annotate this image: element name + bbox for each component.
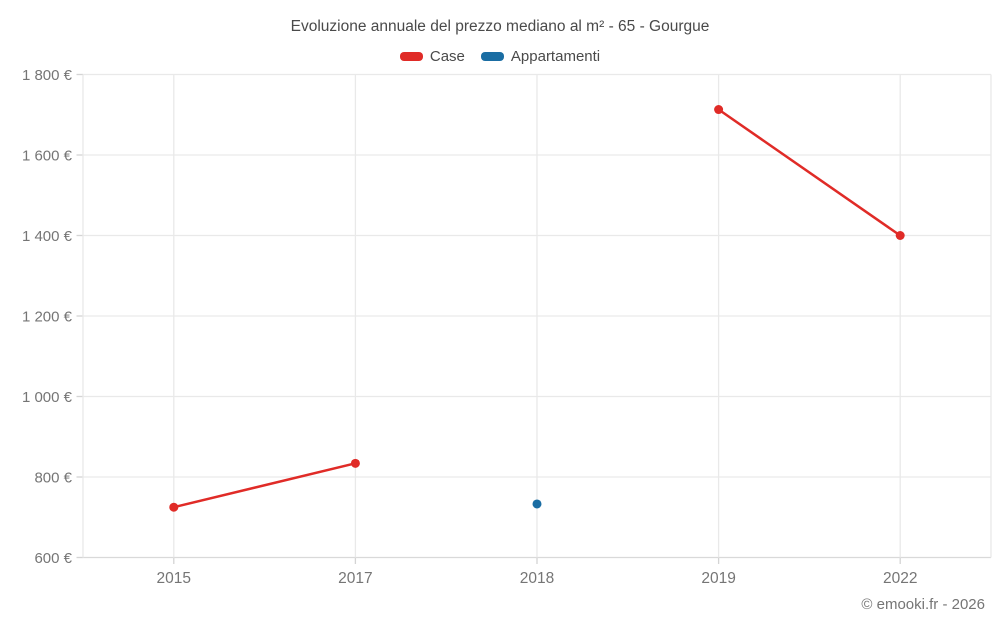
legend-swatch-appartamenti-icon	[480, 51, 504, 61]
x-axis-label: 2022	[883, 570, 917, 587]
data-point-case-2022	[895, 231, 905, 240]
data-point-case-2019	[714, 105, 724, 115]
series-line-case	[717, 108, 902, 237]
y-axis-label: 800 €	[34, 470, 72, 487]
y-axis-label: 1 400 €	[22, 228, 73, 245]
x-axis-label: 2015	[157, 570, 191, 587]
x-axis-label: 2017	[338, 570, 372, 587]
x-axis-label: 2018	[520, 570, 554, 587]
y-axis-label: 1 000 €	[22, 389, 73, 406]
legend-label-case: Case	[429, 47, 465, 65]
data-point-case-2015	[169, 502, 179, 512]
y-axis-label: 1 800 €	[22, 67, 73, 84]
y-axis-label: 1 600 €	[22, 148, 73, 165]
data-point-appartamenti-2018	[532, 499, 542, 509]
y-axis-label: 600 €	[34, 550, 72, 567]
chart-title: Evoluzione annuale del prezzo mediano al…	[290, 18, 710, 35]
series-line-case	[172, 462, 357, 509]
copyright-text: © emooki.fr - 2026	[861, 596, 985, 613]
x-axis-label: 2019	[701, 570, 735, 587]
y-axis-label: 1 200 €	[22, 309, 73, 326]
chart-legend: Case Appartamenti	[0, 45, 1000, 67]
legend-label-appartamenti: Appartamenti	[510, 47, 601, 65]
legend-item-appartamenti[interactable]: Appartamenti	[480, 47, 601, 65]
legend-item-case[interactable]: Case	[399, 47, 465, 65]
legend-swatch-case-icon	[399, 51, 423, 61]
data-point-case-2017	[350, 458, 360, 468]
